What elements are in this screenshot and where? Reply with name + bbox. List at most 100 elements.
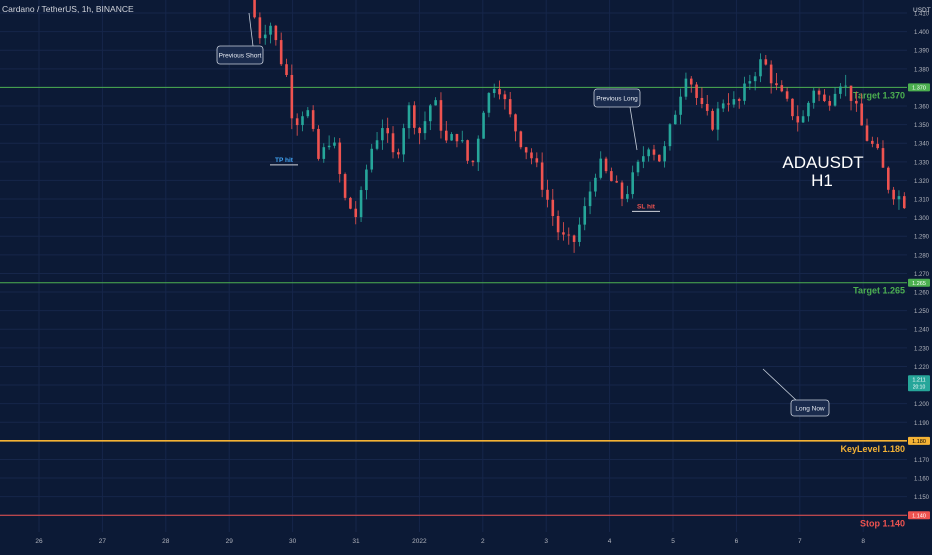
y-tick-label: 1.320 [914,179,930,185]
candle-body [599,158,603,178]
grid [0,0,907,532]
y-tick-label: 1.230 [914,346,930,352]
price-axis-panel [907,0,932,550]
x-tick-label: 2022 [412,538,427,545]
candle-body [748,81,752,84]
level-price-tag [908,436,930,445]
y-axis[interactable]: 1.1401.1501.1601.1701.1801.1901.2001.210… [908,12,930,520]
y-tick-label: 1.380 [914,67,930,73]
candle-body [828,101,832,106]
candle-body [775,83,778,86]
x-tick-label: 7 [798,538,802,545]
level-label: Target 1.265 [853,286,905,296]
current-price-tag [908,375,930,392]
candle-body [902,196,906,209]
candle-body [327,145,331,148]
x-tick-label: 26 [35,538,43,545]
level-price-tag [908,83,930,92]
y-tick-label: 1.160 [914,477,930,483]
candle-body [434,100,437,106]
callout-box[interactable] [216,45,264,65]
candle-body [546,189,549,200]
level-price-tag-text: 1.140 [912,513,926,519]
x-tick-label: 6 [735,538,739,545]
candle-body [865,125,869,141]
candle-body [466,140,469,161]
candle-body [871,140,874,144]
candle-body [839,86,842,94]
x-axis[interactable]: 26 27 28 29 30 31 2022 2 3 4 5 6 7 8 [35,538,865,545]
candle-body [791,98,794,117]
candle-body [855,100,858,104]
candle-body [519,131,523,148]
candle-body [727,103,730,105]
x-tick-label: 5 [671,538,675,545]
candle-body [887,167,890,190]
candle-body [684,78,688,97]
candle-body [626,194,629,199]
candle-body [439,100,443,131]
candle-body [807,102,810,117]
candle-body [535,158,539,163]
candle-body [263,34,267,39]
candle-body [844,85,848,87]
candle-body [349,197,352,209]
x-tick-label: 8 [861,538,865,545]
candle-body [397,152,400,155]
x-tick-label: 2 [481,538,485,545]
candle-body [413,105,416,128]
candle-body [476,138,480,163]
y-tick-label: 1.270 [914,272,930,278]
callout-text: Previous Long [596,96,638,103]
candle-body [892,189,895,200]
callout-box[interactable] [593,88,641,108]
candle-body [823,94,826,102]
callout-pointer [248,12,254,47]
candle-body [455,134,459,142]
candle-body [679,96,682,115]
candle-body [689,78,693,85]
candle-body [849,85,853,101]
candle-body [663,146,666,162]
level-label: KeyLevel 1.180 [840,444,905,454]
y-tick-label: 1.330 [914,160,930,166]
callout-box[interactable] [790,399,830,417]
candle-body [673,114,677,125]
symbol-header: Cardano / TetherUS, 1h, BINANCE [2,4,134,14]
candle-body [652,149,656,155]
candle-body [423,121,427,134]
candle-body [647,149,650,157]
y-tick-label: 1.220 [914,365,930,371]
y-tick-label: 1.260 [914,291,930,297]
candle-body [343,174,347,198]
candle-body [444,130,448,141]
candle-body [876,143,879,149]
candle-body [833,93,837,106]
y-tick-label: 1.300 [914,216,930,222]
candle-body [610,171,613,182]
candle-body [711,110,714,130]
candle-body [253,0,256,18]
level-price-tag-text: 1.265 [912,281,926,287]
y-tick-label: 1.310 [914,198,930,204]
candle-body [524,147,528,153]
candle-body [391,133,395,153]
candle-body [407,105,411,129]
level-price-tag-text: 1.180 [912,439,926,445]
candle-body [551,199,555,217]
candle-body [780,85,784,92]
x-tick-label: 3 [544,538,548,545]
level-price-tag [908,278,930,287]
hit-marker-label: TP hit [275,157,294,164]
callout-text: Long Now [795,406,825,413]
candle-body [732,99,736,105]
candle-body [301,116,304,126]
timeframe-title: H1 [811,171,833,190]
level-label: Stop 1.140 [860,518,905,528]
candle-body [812,90,816,103]
candle-body [429,105,432,122]
candle-body [471,160,475,163]
candle-body [785,91,789,99]
